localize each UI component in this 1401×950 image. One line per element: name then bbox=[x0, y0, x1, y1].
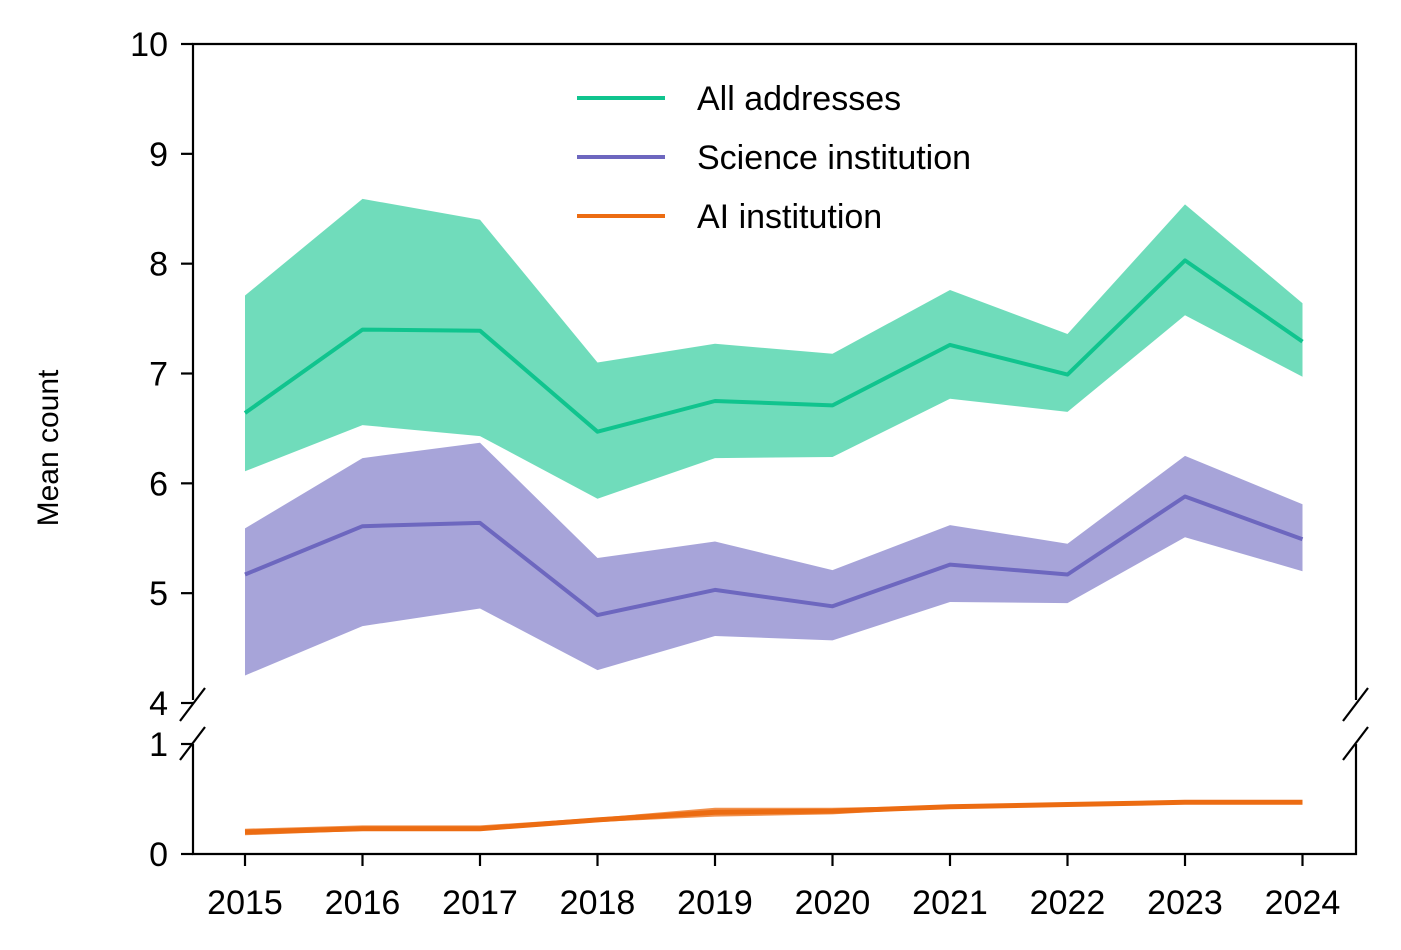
x-tick-label-2016: 2016 bbox=[325, 884, 401, 922]
point-ai-institution-2021 bbox=[948, 805, 952, 809]
point-ai-institution-2022 bbox=[1066, 803, 1070, 807]
line-science-institution bbox=[244, 494, 1304, 618]
point-all-addresses-2021 bbox=[948, 343, 952, 347]
line-all-addresses bbox=[243, 258, 1304, 434]
point-all-addresses-2016 bbox=[361, 328, 365, 332]
point-ai-institution-2019 bbox=[713, 810, 717, 814]
upper-y-ticks: 4 5 6 7 8 9 10 bbox=[130, 26, 193, 723]
point-all-addresses-2022 bbox=[1066, 373, 1070, 377]
point-science-institution-2016 bbox=[361, 524, 365, 528]
point-ai-institution-2015 bbox=[243, 830, 247, 834]
x-tick-label-2017: 2017 bbox=[442, 884, 518, 922]
band-all-addresses bbox=[245, 198, 1303, 499]
point-science-institution-2021 bbox=[948, 563, 952, 567]
point-all-addresses-2024 bbox=[1301, 340, 1305, 344]
y-tick-label-1: 1 bbox=[149, 726, 168, 764]
y-tick-label-10: 10 bbox=[130, 26, 168, 64]
x-axis-ticks: 2015 2016 2017 2018 2019 2020 2021 2022 2023 2024 bbox=[207, 854, 1340, 922]
point-ai-institution-2016 bbox=[361, 827, 365, 831]
point-ai-institution-2017 bbox=[478, 827, 482, 831]
line-ai-institution bbox=[244, 799, 1303, 835]
break-mark-lower-right bbox=[1342, 726, 1369, 761]
upper-panel: 4 5 6 7 8 9 10 bbox=[130, 26, 1369, 723]
x-tick-label-2021: 2021 bbox=[912, 884, 988, 922]
x-tick-label-2024: 2024 bbox=[1265, 884, 1341, 922]
upper-confidence-bands bbox=[245, 198, 1303, 676]
point-science-institution-2020 bbox=[831, 604, 835, 608]
y-tick-label-0: 0 bbox=[149, 836, 168, 874]
point-all-addresses-2015 bbox=[243, 411, 247, 415]
legend-label-science-institution: Science institution bbox=[697, 139, 971, 177]
point-ai-institution-2023 bbox=[1183, 800, 1187, 804]
upper-series-lines bbox=[243, 258, 1305, 618]
upper-break-marks bbox=[179, 687, 1369, 722]
point-science-institution-2015 bbox=[243, 572, 247, 576]
lower-panel: 01 bbox=[149, 726, 1369, 874]
band-science-institution bbox=[245, 442, 1303, 676]
x-tick-label-2023: 2023 bbox=[1147, 884, 1223, 922]
y-tick-label-9: 9 bbox=[149, 136, 168, 174]
point-all-addresses-2023 bbox=[1183, 258, 1187, 262]
point-ai-institution-2018 bbox=[596, 818, 600, 822]
point-all-addresses-2018 bbox=[596, 430, 600, 434]
y-tick-label-4: 4 bbox=[149, 685, 168, 723]
point-science-institution-2018 bbox=[596, 613, 600, 617]
legend: All addresses Science institution AI insti… bbox=[577, 80, 971, 236]
y-tick-label-8: 8 bbox=[149, 246, 168, 284]
point-all-addresses-2017 bbox=[478, 329, 482, 333]
lower-panel-frame bbox=[191, 744, 1358, 856]
point-ai-institution-2020 bbox=[831, 809, 835, 813]
y-tick-label-7: 7 bbox=[149, 356, 168, 394]
break-mark-upper-left bbox=[179, 687, 206, 722]
break-mark-lower-left bbox=[179, 726, 206, 761]
lower-y-ticks: 01 bbox=[149, 726, 193, 874]
point-science-institution-2024 bbox=[1301, 537, 1305, 541]
legend-label-ai-institution: AI institution bbox=[697, 198, 882, 236]
upper-panel-frame bbox=[191, 42, 1358, 700]
x-tick-label-2015: 2015 bbox=[207, 884, 283, 922]
point-science-institution-2022 bbox=[1066, 572, 1070, 576]
y-axis-title: Mean count bbox=[32, 369, 65, 526]
x-tick-label-2019: 2019 bbox=[677, 884, 753, 922]
point-all-addresses-2019 bbox=[713, 399, 717, 403]
x-tick-label-2020: 2020 bbox=[795, 884, 871, 922]
point-science-institution-2023 bbox=[1183, 495, 1187, 499]
x-tick-label-2022: 2022 bbox=[1030, 884, 1106, 922]
y-tick-label-5: 5 bbox=[149, 575, 168, 613]
lower-series-lines bbox=[243, 799, 1305, 835]
legend-label-all-addresses: All addresses bbox=[697, 80, 901, 118]
y-tick-label-6: 6 bbox=[149, 465, 168, 503]
point-science-institution-2017 bbox=[478, 521, 482, 525]
point-science-institution-2019 bbox=[713, 588, 717, 592]
point-ai-institution-2024 bbox=[1301, 800, 1305, 804]
lower-break-marks bbox=[179, 726, 1369, 761]
x-tick-label-2018: 2018 bbox=[560, 884, 636, 922]
break-mark-upper-right bbox=[1342, 687, 1369, 722]
point-all-addresses-2020 bbox=[831, 403, 835, 407]
